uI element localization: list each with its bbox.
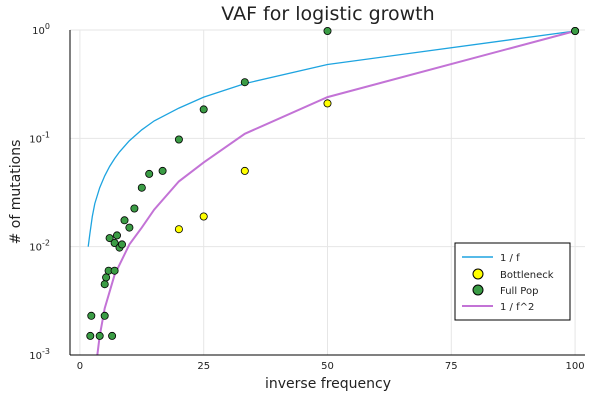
data-point-bottleneck [199,212,208,221]
legend-swatch-bottleneck [472,268,484,280]
x-tick-label: 50 [321,361,334,372]
chart-title: VAF for logistic growth [221,3,434,25]
data-point-full-pop [110,238,119,247]
series-line-1-f [87,30,576,247]
data-point-full-pop [100,311,109,320]
x-tick-label: 75 [445,361,458,372]
x-tick-labels: 0 25 50 75 100 [77,361,585,372]
data-point-bottleneck [323,99,332,108]
y-tick-label: 10-1 [29,130,50,145]
data-point-full-pop [100,280,109,289]
data-point-full-pop [86,331,95,340]
data-point-full-pop [130,204,139,213]
y-tick-labels: 10-3 10-2 10-1 100 [29,22,50,362]
data-point-full-pop [110,266,119,275]
data-point-full-pop [120,216,129,225]
data-point-full-pop [125,223,134,232]
series-layer [86,26,580,355]
legend-label-1-over-f: 1 / f [500,253,520,264]
data-point-full-pop [240,78,249,87]
legend-label-bottleneck: Bottleneck [500,270,554,281]
x-tick-label: 100 [566,361,585,372]
data-point-full-pop [118,240,127,249]
data-point-full-pop [87,311,96,320]
y-axis-label: # of mutations [8,140,24,245]
data-point-full-pop [137,183,146,192]
data-point-full-pop [323,26,332,35]
data-point-full-pop [95,331,104,340]
data-point-full-pop [571,26,580,35]
data-point-full-pop [158,166,167,175]
legend-label-full-pop: Full Pop [500,286,538,297]
data-point-full-pop [102,273,111,282]
x-tick-label: 0 [77,361,83,372]
data-point-bottleneck [240,166,249,175]
data-point-full-pop [174,135,183,144]
legend: 1 / f Bottleneck Full Pop 1 / f^2 [454,242,571,321]
data-point-full-pop [113,231,122,240]
axes [69,30,585,356]
data-point-bottleneck [174,225,183,234]
x-tick-label: 25 [197,361,210,372]
legend-label-1-over-f-squared: 1 / f^2 [500,302,534,313]
y-tick-label: 10-3 [29,347,50,362]
x-axis-label: inverse frequency [265,376,391,392]
data-point-full-pop [145,169,154,178]
y-tick-label: 100 [32,22,50,37]
legend-swatch-full-pop [472,284,484,296]
data-point-full-pop [105,234,114,243]
data-point-full-pop [108,331,117,340]
y-tick-label: 10-2 [29,239,50,254]
data-point-full-pop [199,105,208,114]
legend-box [454,242,571,321]
